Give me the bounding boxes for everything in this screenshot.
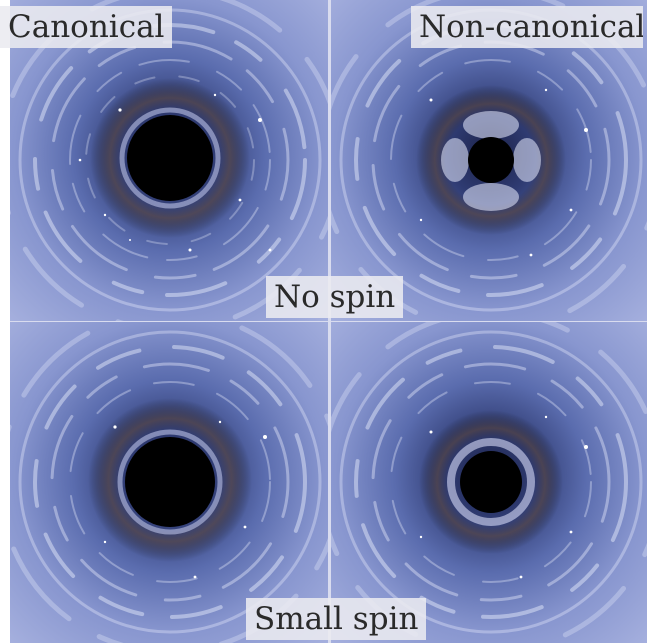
column-label-canonical: Canonical <box>0 6 173 48</box>
row-label-small-spin: Small spin <box>246 598 427 640</box>
panel-canonical-small-spin <box>10 322 328 643</box>
column-label-non-canonical: Non-canonical <box>411 6 643 48</box>
panel-non-canonical-no-spin <box>331 0 647 321</box>
black-hole-image <box>10 0 328 321</box>
shadow-circle <box>127 115 213 201</box>
row-label-no-spin: No spin <box>266 276 404 318</box>
panel-non-canonical-small-spin <box>331 322 647 643</box>
black-hole-grid <box>10 0 647 643</box>
shadow-circle <box>460 451 522 513</box>
black-hole-image <box>331 0 647 321</box>
shadow-circle <box>468 137 514 183</box>
panel-canonical-no-spin <box>10 0 328 321</box>
black-hole-image <box>10 322 328 643</box>
black-hole-image <box>331 322 647 643</box>
shadow-circle <box>125 437 215 527</box>
horizontal-divider <box>10 321 647 322</box>
